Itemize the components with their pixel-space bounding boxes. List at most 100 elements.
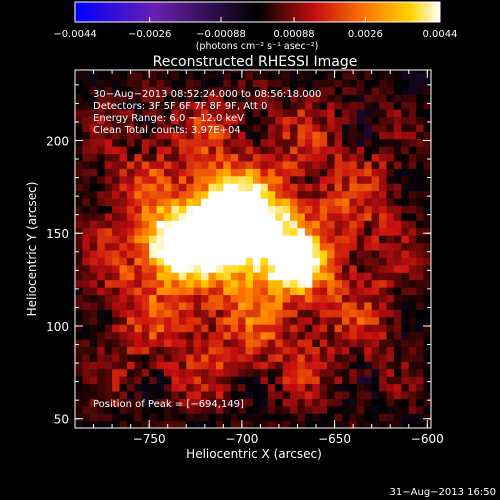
heatmap-cell: [178, 249, 187, 258]
heatmap-cell: [260, 205, 269, 214]
heatmap-cell: [186, 190, 195, 199]
heatmap-cell: [164, 353, 173, 362]
heatmap-cell: [275, 108, 284, 117]
heatmap-cell: [267, 183, 276, 192]
heatmap-cell: [408, 331, 417, 340]
heatmap-cell: [379, 405, 388, 414]
heatmap-cell: [423, 390, 431, 399]
heatmap-cell: [186, 108, 195, 117]
heatmap-cell: [238, 190, 247, 199]
heatmap-cell: [290, 197, 299, 207]
heatmap-cell: [416, 376, 425, 385]
heatmap-cell: [267, 287, 276, 296]
heatmap-cell: [408, 324, 417, 333]
heatmap-cell: [245, 212, 254, 221]
heatmap-cell: [141, 272, 150, 281]
heatmap-cell: [304, 71, 313, 80]
heatmap-cell: [267, 94, 276, 103]
heatmap-cell: [282, 220, 291, 229]
heatmap-cell: [342, 79, 351, 88]
heatmap-cell: [275, 235, 284, 244]
heatmap-cell: [386, 205, 395, 214]
heatmap-cell: [334, 390, 343, 399]
heatmap-cell: [342, 257, 351, 266]
heatmap-cell: [371, 272, 380, 281]
heatmap-cell: [104, 190, 113, 199]
x-tick-label: −600: [411, 432, 444, 446]
heatmap-cell: [215, 108, 224, 117]
heatmap-cell: [201, 368, 210, 377]
heatmap-cell: [97, 331, 106, 340]
heatmap-cell: [349, 205, 358, 214]
heatmap-cell: [349, 116, 358, 125]
heatmap-cell: [364, 71, 373, 80]
heatmap-cell: [119, 264, 128, 273]
heatmap-cell: [112, 153, 121, 162]
heatmap-cell: [371, 398, 380, 407]
heatmap-cell: [245, 249, 254, 258]
heatmap-cell: [334, 197, 343, 207]
heatmap-cell: [408, 146, 417, 155]
heatmap-cell: [297, 94, 306, 103]
heatmap-cell: [223, 264, 232, 273]
heatmap-cell: [208, 301, 217, 310]
heatmap-cell: [297, 168, 306, 177]
heatmap-cell: [342, 94, 351, 103]
heatmap-cell: [171, 205, 180, 214]
heatmap-cell: [334, 287, 343, 296]
heatmap-cell: [126, 338, 135, 347]
heatmap-cell: [334, 146, 343, 155]
heatmap-cell: [134, 383, 143, 392]
heatmap-cell: [267, 160, 276, 169]
heatmap-cell: [178, 131, 187, 140]
heatmap-cell: [342, 220, 351, 229]
heatmap-cell: [334, 131, 343, 140]
y-tick-label: 200: [46, 134, 69, 148]
heatmap-cell: [208, 168, 217, 177]
heatmap-cell: [304, 272, 313, 281]
heatmap-cell: [89, 316, 98, 325]
heatmap-cell: [327, 353, 336, 362]
heatmap-cell: [349, 183, 358, 192]
heatmap-cell: [297, 346, 306, 355]
heatmap-cell: [208, 272, 217, 281]
heatmap-cell: [253, 272, 262, 281]
heatmap-cell: [171, 138, 180, 147]
heatmap-cell: [134, 287, 143, 296]
heatmap-cell: [238, 316, 247, 325]
heatmap-cell: [149, 390, 158, 399]
heatmap-cell: [282, 175, 291, 184]
heatmap-cell: [393, 160, 402, 169]
heatmap-cell: [416, 94, 425, 103]
heatmap-cell: [126, 309, 135, 318]
heatmap-cell: [178, 324, 187, 333]
heatmap-cell: [97, 398, 106, 407]
heatmap-cell: [334, 70, 343, 73]
heatmap-cell: [401, 279, 410, 288]
heatmap-cell: [134, 413, 143, 422]
heatmap-cell: [349, 79, 358, 88]
heatmap-cell: [119, 183, 128, 192]
heatmap-cell: [356, 309, 365, 318]
heatmap-cell: [304, 316, 313, 325]
heatmap-cell: [208, 212, 217, 221]
heatmap-cell: [379, 101, 388, 110]
info-line-energy: Energy Range: 6.0 − 12.0 keV: [93, 113, 244, 124]
heatmap-cell: [408, 175, 417, 184]
heatmap-cell: [238, 324, 247, 333]
heatmap-cell: [334, 264, 343, 273]
heatmap-cell: [201, 287, 210, 296]
heatmap-cell: [416, 190, 425, 199]
heatmap-cell: [342, 242, 351, 251]
heatmap-cell: [253, 368, 262, 377]
heatmap-cell: [356, 168, 365, 177]
heatmap-cell: [334, 279, 343, 288]
heatmap-cell: [408, 108, 417, 117]
heatmap-cell: [75, 390, 84, 399]
heatmap-cell: [230, 86, 239, 95]
heatmap-cell: [282, 227, 291, 236]
heatmap-cell: [164, 279, 173, 288]
heatmap-cell: [253, 353, 262, 362]
heatmap-cell: [290, 346, 299, 355]
heatmap-cell: [282, 390, 291, 399]
